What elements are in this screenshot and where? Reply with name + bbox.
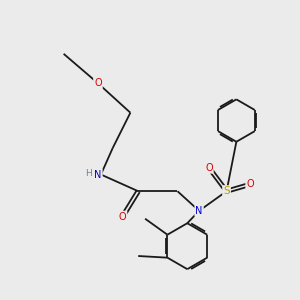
Text: O: O <box>94 78 102 88</box>
Text: H: H <box>85 169 92 178</box>
Text: N: N <box>94 169 102 179</box>
Text: N: N <box>195 206 203 216</box>
Text: S: S <box>223 186 230 196</box>
Text: O: O <box>119 212 126 222</box>
Text: O: O <box>246 179 254 189</box>
Text: O: O <box>205 163 213 173</box>
